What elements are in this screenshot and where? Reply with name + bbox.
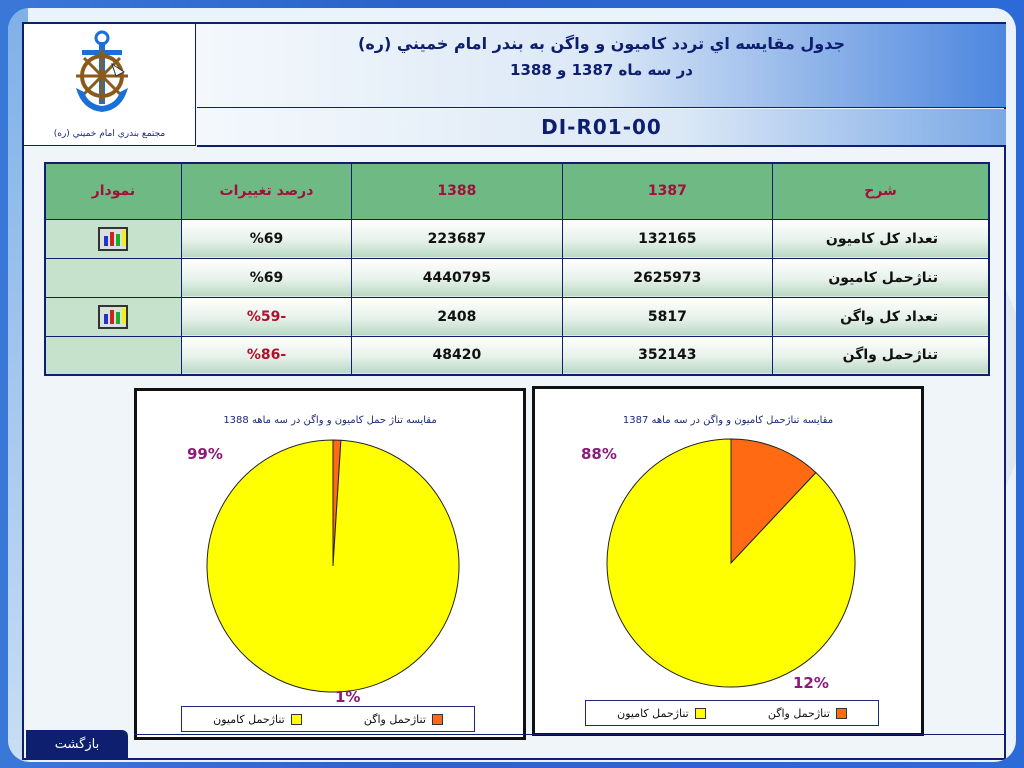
- row-label: تناژحمل واگن: [772, 335, 990, 376]
- pie-label: 1%: [335, 688, 361, 706]
- pie-slice-wagon: [730, 438, 817, 565]
- back-button[interactable]: بازگشت: [26, 730, 128, 760]
- legend-item: تناژحمل واگن: [364, 713, 443, 726]
- legend-label: تناژحمل كاميون: [213, 712, 285, 726]
- bar-chart-icon[interactable]: [98, 304, 129, 329]
- pie-panel-1387: مقايسه تناژحمل كاميون و واگن در سه ماهه …: [532, 386, 924, 736]
- legend-swatch: [431, 714, 443, 725]
- row-label: تناژحمل كاميون: [772, 257, 990, 298]
- pie-slice-truck: [206, 439, 460, 693]
- chart-cell: [44, 218, 182, 259]
- chart-legend: تناژحمل واگن تناژحمل كاميون: [585, 700, 879, 726]
- column-header: 1387: [561, 162, 774, 220]
- table-row: تناژحمل واگن 352143 48420 -%86: [44, 335, 990, 376]
- chart-cell: [44, 296, 182, 337]
- column-header: شرح: [772, 162, 990, 220]
- chart-title: مقايسه تناژحمل كاميون و واگن در سه ماهه …: [622, 415, 834, 426]
- anchor-logo-icon: [76, 30, 128, 112]
- value-1387: 352143: [561, 335, 774, 376]
- pie-label: 88%: [581, 445, 617, 463]
- org-caption: مجتمع بندري امام خميني (ره): [53, 129, 166, 139]
- column-header: درصد تغييرات: [180, 162, 353, 220]
- legend-item: تناژحمل واگن: [768, 707, 847, 720]
- document-code: DI-R01-00: [197, 109, 1006, 147]
- value-1387: 5817: [561, 296, 774, 337]
- legend-swatch: [694, 708, 706, 719]
- row-label: تعداد كل كاميون: [772, 218, 990, 259]
- footer-divider: [134, 734, 1004, 735]
- table-row: تعداد كل واگن 5817 2408 -%59: [44, 296, 990, 337]
- legend-label: تناژحمل واگن: [767, 706, 830, 720]
- page-title: جدول مقايسه اي تردد كاميون و واگن به بند…: [358, 34, 845, 53]
- table-row: تعداد كل كاميون 132165 223687 %69: [44, 218, 990, 259]
- chart-cell: [44, 257, 182, 298]
- column-header: نمودار: [44, 162, 182, 220]
- pie-label: 12%: [793, 674, 829, 692]
- table-header-row: شرح 1387 1388 درصد تغييرات نمودار: [44, 162, 990, 220]
- value-1387: 132165: [561, 218, 774, 259]
- change-percent: %69: [180, 218, 353, 259]
- pie-label: 99%: [187, 445, 223, 463]
- comparison-table: شرح 1387 1388 درصد تغييرات نمودار تعداد …: [44, 162, 990, 376]
- bar-chart-icon[interactable]: [98, 226, 129, 251]
- logo-box: مجتمع بندري امام خميني (ره): [24, 24, 196, 146]
- legend-label: تناژحمل كاميون: [617, 706, 689, 720]
- value-1388: 4440795: [351, 257, 563, 298]
- pie-slice-truck: [606, 438, 856, 688]
- change-percent: %69: [180, 257, 353, 298]
- pie-panel-1388: مقايسه تناژ حمل كاميون و واگن در سه ماهه…: [134, 388, 526, 740]
- value-1388: 2408: [351, 296, 563, 337]
- table-row: تناژحمل كاميون 2625973 4440795 %69: [44, 257, 990, 298]
- value-1387: 2625973: [561, 257, 774, 298]
- slide-frame: مجتمع بندري امام خميني (ره) جدول مقايسه …: [8, 8, 1016, 762]
- pie-chart-1388: [206, 439, 460, 693]
- legend-item: تناژحمل كاميون: [213, 713, 302, 726]
- pie-chart-1387: [606, 438, 856, 688]
- legend-item: تناژحمل كاميون: [617, 707, 706, 720]
- title-box: جدول مقايسه اي تردد كاميون و واگن به بند…: [197, 24, 1006, 108]
- change-percent: -%86: [180, 335, 353, 376]
- value-1388: 223687: [351, 218, 563, 259]
- chart-title: مقايسه تناژ حمل كاميون و واگن در سه ماهه…: [223, 415, 437, 426]
- value-1388: 48420: [351, 335, 563, 376]
- row-label: تعداد كل واگن: [772, 296, 990, 337]
- column-header: 1388: [351, 162, 563, 220]
- chart-legend: تناژحمل واگن تناژحمل كاميون: [181, 706, 475, 732]
- legend-label: تناژحمل واگن: [363, 712, 426, 726]
- change-percent: -%59: [180, 296, 353, 337]
- chart-cell: [44, 335, 182, 376]
- content-area: مجتمع بندري امام خميني (ره) جدول مقايسه …: [22, 22, 1006, 760]
- legend-swatch: [290, 714, 302, 725]
- page-subtitle: در سه ماه 1387 و 1388: [510, 61, 693, 79]
- legend-swatch: [835, 708, 847, 719]
